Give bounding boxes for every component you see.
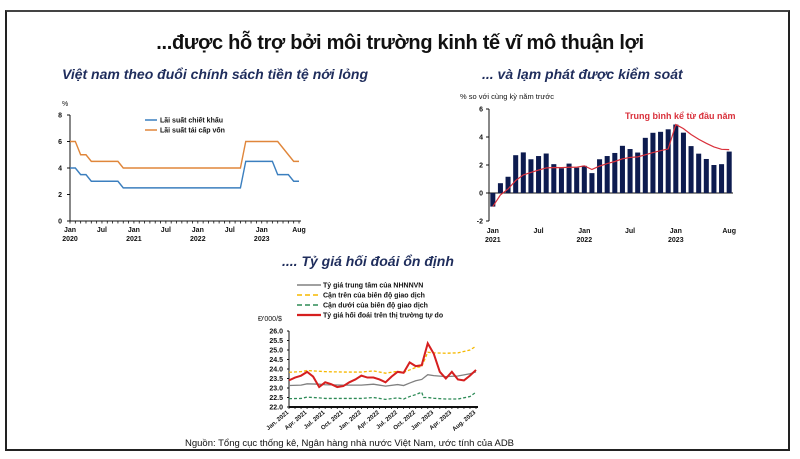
cpi-bar [612, 152, 618, 193]
svg-text:8: 8 [58, 113, 62, 120]
cpi-bar [650, 132, 656, 193]
ytd-average-line [492, 123, 730, 207]
svg-text:Jan: Jan [128, 227, 140, 234]
cpi-bar [673, 124, 679, 193]
cpi-bar [558, 168, 564, 193]
svg-text:Jul: Jul [625, 228, 635, 235]
svg-text:6: 6 [479, 107, 483, 114]
svg-text:0: 0 [58, 219, 62, 226]
cpi-bar [726, 151, 732, 193]
cpi-bar [528, 159, 534, 193]
svg-text:2021: 2021 [485, 237, 501, 244]
svg-text:-2: -2 [477, 219, 483, 226]
cpi-bar [505, 176, 511, 193]
slide-frame [5, 10, 790, 451]
cpi-bar [536, 156, 542, 193]
cpi-bar [635, 152, 641, 193]
cpi-bar [604, 156, 610, 193]
svg-text:Jan: Jan [256, 227, 268, 234]
svg-text:26.0: 26.0 [269, 329, 283, 336]
series-line [288, 345, 477, 374]
cpi-bar [619, 145, 625, 193]
svg-text:Cận trên của biên độ giao dịch: Cận trên của biên độ giao dịch [323, 293, 425, 300]
cpi-bar [490, 193, 496, 207]
chart-title-inflation: ... và lạm phát được kiểm soát [482, 66, 683, 82]
cpi-bar [513, 155, 519, 193]
ytd-annotation: Trung bình kể từ đầu năm [625, 111, 736, 121]
svg-text:0: 0 [479, 191, 483, 198]
cpi-bar [665, 129, 671, 193]
svg-text:Aug: Aug [722, 228, 736, 235]
cpi-bar [696, 153, 702, 193]
cpi-bar [497, 183, 503, 193]
svg-text:Lãi suất chiết khấu: Lãi suất chiết khấu [160, 117, 223, 125]
svg-text:2022: 2022 [190, 236, 206, 243]
svg-text:25.5: 25.5 [269, 338, 283, 345]
svg-text:Aug: Aug [292, 227, 306, 234]
svg-text:2023: 2023 [254, 236, 270, 243]
svg-text:Jan: Jan [192, 227, 204, 234]
series-line [70, 160, 299, 189]
cpi-bar [627, 149, 633, 193]
svg-text:Tỷ giá hối đoái trên thị trườn: Tỷ giá hối đoái trên thị trường tự do [323, 312, 443, 320]
cpi-bar [574, 167, 580, 193]
svg-text:Lãi suất tái cấp vốn: Lãi suất tái cấp vốn [160, 127, 225, 135]
series-line [288, 391, 477, 401]
cpi-bar [543, 153, 549, 193]
svg-text:4: 4 [479, 135, 483, 142]
svg-text:Jul: Jul [225, 227, 235, 234]
series-line [288, 340, 477, 389]
svg-text:Aug. 2023: Aug. 2023 [452, 410, 478, 433]
cpi-bar [703, 158, 709, 193]
svg-text:22.0: 22.0 [269, 405, 283, 412]
page-title: ...được hỗ trợ bởi môi trường kinh tế vĩ… [156, 32, 644, 54]
svg-text:Tỷ giá trung tâm của NHNNVN: Tỷ giá trung tâm của NHNNVN [323, 283, 423, 290]
svg-text:6: 6 [58, 139, 62, 146]
svg-text:24.5: 24.5 [269, 357, 283, 364]
cpi-bar [688, 146, 694, 193]
chart-title-exchange-rate: .... Tỷ giá hối đoái ổn định [282, 253, 454, 269]
cpi-bar [581, 165, 587, 193]
source-note: Nguồn: Tổng cục thống kê, Ngân hàng nhà … [185, 438, 515, 449]
svg-text:23.5: 23.5 [269, 376, 283, 383]
svg-text:24.0: 24.0 [269, 367, 283, 374]
svg-text:2020: 2020 [62, 236, 78, 243]
svg-text:Jan: Jan [487, 228, 499, 235]
cpi-bar [642, 137, 648, 193]
cpi-bar [566, 163, 572, 193]
y-axis-unit: % [62, 101, 68, 108]
svg-text:22.5: 22.5 [269, 395, 283, 402]
svg-text:2: 2 [479, 163, 483, 170]
cpi-bar [680, 132, 686, 193]
cpi-bar [551, 164, 557, 193]
y-axis-unit: Đ'000/$ [258, 316, 282, 323]
svg-text:2021: 2021 [126, 236, 142, 243]
svg-text:23.0: 23.0 [269, 386, 283, 393]
cpi-bar [719, 164, 725, 193]
cpi-bar [658, 131, 664, 193]
series-line [70, 140, 299, 169]
svg-text:Jul: Jul [97, 227, 107, 234]
svg-text:25.0: 25.0 [269, 348, 283, 355]
svg-text:2022: 2022 [577, 237, 593, 244]
svg-text:2023: 2023 [668, 237, 684, 244]
svg-text:Jul: Jul [161, 227, 171, 234]
svg-text:2: 2 [58, 192, 62, 199]
svg-text:Cận dưới của biên độ giao dịch: Cận dưới của biên độ giao dịch [323, 303, 428, 310]
cpi-bar [711, 165, 717, 193]
svg-text:Jan: Jan [578, 228, 590, 235]
svg-text:Jan: Jan [64, 227, 76, 234]
cpi-bar [589, 173, 595, 193]
y-axis-label: % so với cùng kỳ năm trước [460, 92, 554, 101]
chart-title-monetary-policy: Việt nam theo đuổi chính sách tiền tệ nớ… [62, 66, 369, 82]
cpi-bar [597, 159, 603, 193]
cpi-bar [520, 152, 526, 193]
svg-text:4: 4 [58, 166, 62, 173]
svg-text:Jan: Jan [670, 228, 682, 235]
svg-text:Jul: Jul [534, 228, 544, 235]
